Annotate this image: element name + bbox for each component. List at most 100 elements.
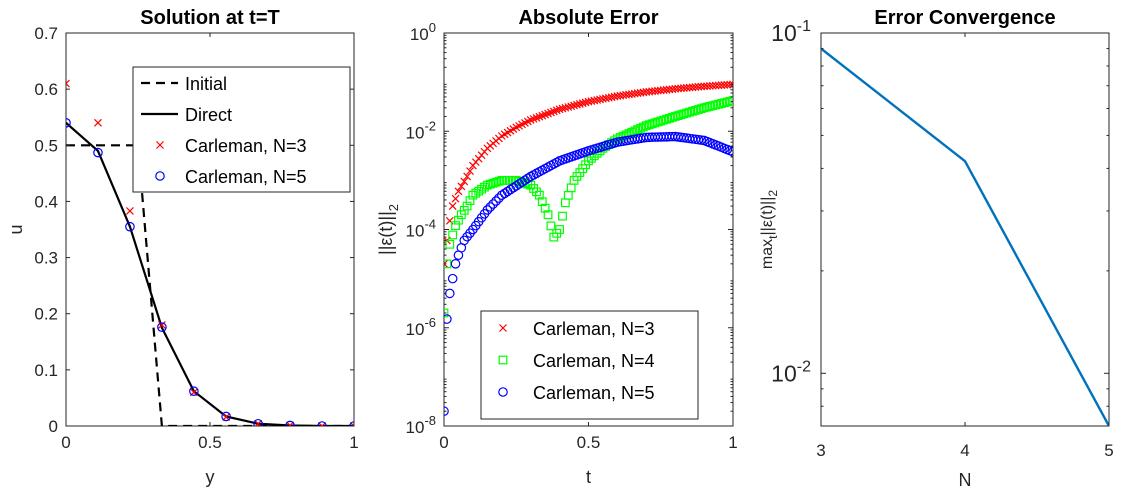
x-marker [222, 413, 231, 421]
x-marker [578, 99, 587, 108]
square-marker [534, 190, 544, 200]
y-tick-label: 10-1 [771, 18, 811, 46]
square-marker [494, 176, 504, 186]
tick-exponent: -2 [424, 118, 436, 133]
x-tick-label: 0.5 [198, 433, 222, 452]
square-marker [537, 197, 547, 207]
x-tick-label: 4 [960, 441, 969, 460]
x-axis-label: t [586, 467, 591, 487]
square-marker [485, 179, 495, 189]
circle-marker [494, 193, 504, 203]
square-marker [647, 119, 657, 129]
x-marker [448, 202, 457, 210]
legend-label: Carleman, N=3 [533, 319, 655, 339]
x-marker [157, 321, 166, 329]
square-marker [584, 156, 593, 166]
square-marker [714, 99, 723, 109]
x-marker [558, 104, 567, 113]
square-marker [705, 101, 715, 111]
circle-marker [444, 406, 449, 417]
y-tick-label: 0.1 [34, 361, 58, 380]
square-marker [444, 259, 452, 269]
circle-marker [221, 411, 231, 422]
legend-label: Carleman, N=5 [185, 167, 307, 187]
y-tick-label: 10-2 [406, 118, 436, 142]
x-marker [444, 259, 448, 268]
series-4 [66, 118, 354, 426]
tick-base: 10 [406, 123, 425, 142]
y-tick-label: 0.3 [34, 249, 58, 268]
square-marker [719, 98, 729, 108]
x-marker [499, 324, 507, 332]
x-marker [457, 182, 466, 191]
plot-area [821, 47, 1109, 426]
series-1 [821, 47, 1109, 426]
x-marker [350, 422, 354, 426]
chart-1: 0 0.5 1 0 0.1 0.2 0.3 0.4 0.5 0.6 0.7 Solution at t… [6, 7, 359, 487]
tick-base: 10 [771, 20, 797, 46]
y-axis-label: maxt||ε(t)||2 [759, 190, 780, 269]
y-tick-label: 0.5 [34, 136, 58, 155]
x-tick-label: 0 [439, 433, 448, 452]
square-marker [665, 113, 674, 123]
x-marker [94, 118, 102, 127]
x-marker [573, 100, 581, 109]
square-marker [702, 102, 712, 112]
tick-base: 10 [410, 25, 429, 44]
square-marker [725, 96, 733, 106]
x-marker [561, 103, 570, 112]
x-tick-label: 1 [349, 433, 358, 452]
square-marker [676, 110, 686, 120]
circle-marker [317, 421, 327, 426]
circle-marker [450, 259, 461, 269]
circle-marker [93, 147, 103, 158]
y-axis-label-rest: ||ε(t)|| [759, 197, 776, 236]
circle-marker [498, 387, 508, 397]
circle-marker [155, 171, 165, 181]
circle-marker [125, 221, 135, 232]
x-marker [567, 102, 576, 111]
x-marker [451, 194, 460, 203]
square-marker [546, 221, 556, 231]
square-marker [488, 178, 498, 188]
square-marker [454, 215, 463, 225]
circle-marker [444, 314, 452, 324]
square-marker [555, 225, 564, 234]
x-marker [466, 167, 474, 175]
legend-label: Carleman, N=3 [185, 136, 307, 156]
y-tick-label: 10-6 [406, 315, 436, 339]
square-marker [482, 180, 492, 190]
square-marker [656, 116, 666, 126]
square-marker [688, 106, 697, 116]
circle-marker [285, 420, 295, 426]
square-marker [667, 112, 677, 122]
x-marker [454, 187, 463, 196]
y-tick-label: 0.2 [34, 305, 58, 324]
square-marker [653, 117, 663, 127]
y-tick-label: 0 [49, 417, 58, 436]
chart-title: Absolute Error [518, 7, 658, 29]
square-marker [708, 101, 718, 111]
series-2 [444, 96, 733, 318]
y-axis-label: ||ε(t)||2 [376, 204, 401, 255]
x-marker [463, 172, 472, 181]
axes-frame [820, 32, 1110, 427]
square-marker [480, 182, 489, 192]
tick-exponent: -6 [424, 315, 436, 330]
square-marker [641, 121, 651, 131]
plot-area [66, 79, 354, 426]
y-axis-label-main: max [759, 239, 776, 269]
x-marker [156, 141, 164, 149]
x-marker [286, 421, 294, 426]
x-tick-label: 0.5 [577, 433, 601, 452]
legend-box [480, 310, 699, 420]
y-tick-label: 0.7 [34, 24, 58, 43]
x-marker [575, 100, 584, 108]
y-axis-label-sub2: 2 [766, 190, 780, 197]
square-marker [558, 211, 567, 221]
square-marker [465, 196, 475, 206]
square-marker [693, 105, 703, 114]
y-axis-label-sub: t [766, 235, 780, 239]
